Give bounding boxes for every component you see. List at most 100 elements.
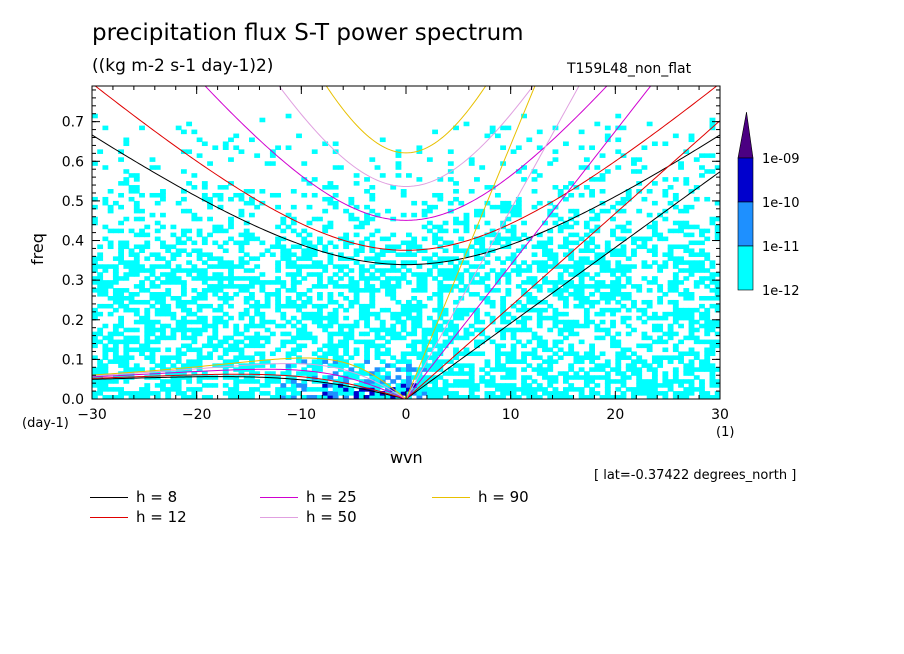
contour-cell [604, 133, 611, 139]
contour-cell [154, 264, 161, 269]
contour-cell [233, 240, 240, 246]
contour-cell [374, 387, 381, 392]
contour-cell [317, 272, 323, 277]
contour-cell [594, 284, 601, 289]
contour-cell [175, 359, 182, 364]
contour-cell [714, 391, 720, 396]
contour-cell [636, 367, 643, 372]
contour-cell [625, 220, 632, 226]
contour-cell [180, 208, 187, 214]
contour-cell [432, 379, 438, 384]
contour-cell [175, 351, 182, 357]
contour-cell [400, 335, 407, 341]
contour-cell [201, 260, 208, 265]
contour-cell [578, 260, 585, 265]
contour-cell [128, 196, 135, 202]
contour-cell [228, 387, 234, 392]
contour-cell [526, 295, 533, 301]
contour-cell [536, 129, 543, 135]
contour-cell [212, 323, 219, 329]
contour-cell [557, 224, 564, 230]
contour-cell [641, 391, 648, 396]
contour-cell [154, 299, 161, 305]
contour-cell [249, 276, 255, 281]
contour-cell [589, 216, 595, 222]
contour-cell [353, 204, 360, 210]
contour-cell [479, 331, 486, 337]
contour-cell [249, 371, 255, 376]
contour-cell [704, 359, 711, 364]
rossby-wave-curve [92, 357, 407, 399]
contour-cell [589, 276, 595, 281]
contour-cell [133, 292, 140, 297]
contour-cell [557, 395, 564, 399]
contour-cell [536, 319, 543, 325]
contour-cell [714, 307, 720, 313]
contour-cell [212, 335, 219, 341]
contour-cell [699, 379, 705, 384]
contour-cell [269, 371, 276, 376]
contour-cell [704, 395, 711, 399]
contour-cell [662, 252, 669, 257]
contour-cell [651, 244, 658, 250]
contour-cell [97, 327, 104, 333]
contour-cell [160, 359, 166, 364]
contour-cell [432, 355, 438, 360]
contour-cell [474, 351, 480, 357]
contour-cell [374, 256, 381, 261]
contour-cell [678, 359, 684, 364]
contour-cell [102, 351, 109, 357]
contour-cell [589, 299, 595, 305]
contour-cell [447, 323, 454, 329]
contour-cell [489, 379, 496, 384]
contour-cell [186, 208, 193, 214]
contour-cell [139, 244, 145, 250]
contour-cell [191, 327, 198, 333]
contour-cell [290, 391, 297, 396]
contour-cell [107, 208, 114, 214]
contour-cell [678, 161, 684, 166]
contour-cell [217, 280, 224, 285]
contour-cell [280, 343, 287, 349]
contour-cell [133, 367, 140, 372]
contour-cell [453, 307, 459, 313]
contour-cell [510, 359, 517, 364]
contour-cell [243, 240, 250, 246]
contour-cell [620, 375, 627, 380]
contour-cell [552, 149, 559, 154]
contour-cell [463, 335, 470, 341]
contour-cell [568, 192, 575, 198]
contour-cell [275, 375, 281, 380]
contour-cell [332, 359, 339, 364]
contour-cell [254, 264, 261, 269]
contour-cell [97, 292, 104, 297]
contour-cell [688, 133, 695, 139]
contour-cell [144, 276, 151, 281]
contour-cell [102, 292, 109, 297]
contour-cell [118, 319, 124, 325]
contour-cell [672, 288, 679, 293]
contour-cell [92, 204, 98, 210]
contour-cell [222, 363, 229, 368]
contour-cell [191, 216, 198, 222]
contour-cell [369, 185, 376, 190]
contour-cell [165, 244, 172, 250]
contour-cell [144, 323, 151, 329]
contour-cell [547, 363, 554, 368]
contour-cell [505, 351, 512, 357]
contour-cell [594, 252, 601, 257]
contour-cell [364, 307, 370, 313]
contour-cell [589, 292, 595, 297]
contour-cell [296, 268, 302, 273]
contour-cell [589, 284, 595, 289]
contour-cell [432, 363, 438, 368]
contour-cell [662, 339, 669, 345]
contour-cell [301, 236, 308, 242]
contour-cell [589, 192, 595, 198]
contour-cell [651, 367, 658, 372]
contour-cell [714, 232, 720, 238]
contour-cell [196, 137, 203, 143]
contour-cell [688, 379, 695, 384]
contour-cell [406, 232, 412, 238]
contour-cell [160, 292, 166, 297]
